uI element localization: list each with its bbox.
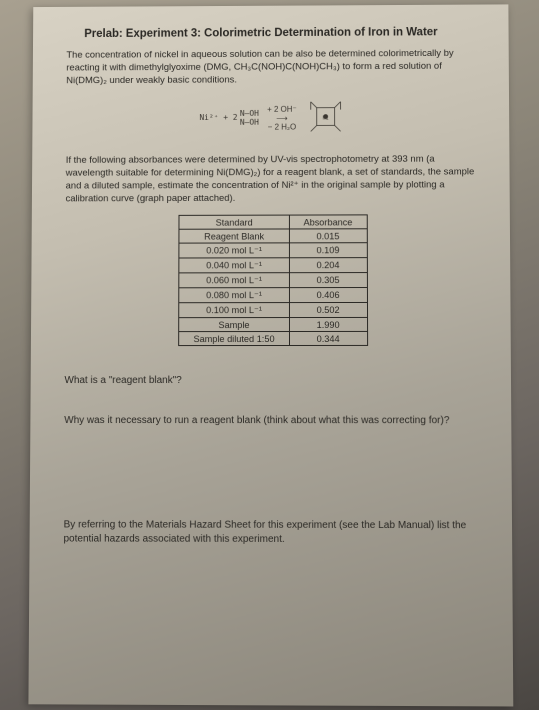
oxime-top: N—OH — [240, 109, 259, 118]
cell: 0.406 — [289, 288, 367, 303]
instructions-paragraph: If the following absorbances were determ… — [66, 154, 482, 206]
table-row: 0.060 mol L⁻¹0.305 — [179, 273, 367, 288]
question-1: What is a "reagent blank"? — [64, 374, 482, 388]
cell: 0.100 mol L⁻¹ — [179, 303, 289, 318]
arrow-bottom-label: − 2 H₂O — [268, 123, 296, 132]
reaction-scheme: Ni²⁺ + 2 N—OH N—OH + 2 OH⁻ ⟶ − 2 H₂O — [66, 98, 481, 140]
cell: 1.990 — [289, 318, 367, 332]
cell: 0.502 — [289, 303, 367, 318]
cell: 0.040 mol L⁻¹ — [179, 258, 289, 273]
arrow-glyph: ⟶ — [276, 114, 287, 123]
table-row: 0.040 mol L⁻¹0.204 — [179, 258, 367, 273]
table-row: 0.080 mol L⁻¹0.406 — [179, 288, 367, 303]
cell: 0.204 — [289, 258, 367, 273]
cell: 0.305 — [289, 273, 367, 288]
cell: Sample — [179, 318, 289, 332]
question-2: Why was it necessary to run a reagent bl… — [64, 414, 483, 428]
intro-paragraph: The concentration of nickel in aqueous s… — [66, 48, 481, 88]
absorbance-table: Standard Absorbance Reagent Blank0.015 0… — [179, 215, 368, 347]
col-standard: Standard — [179, 216, 289, 230]
svg-text:Ni: Ni — [323, 116, 329, 122]
cell: 0.344 — [289, 332, 367, 346]
cell: 0.015 — [289, 229, 367, 243]
cell: 0.080 mol L⁻¹ — [179, 288, 289, 303]
reaction-arrow: + 2 OH⁻ ⟶ − 2 H₂O — [267, 105, 297, 132]
table-row: 0.020 mol L⁻¹0.109 — [179, 243, 367, 258]
table-header-row: Standard Absorbance — [179, 215, 367, 229]
oxime-bot: N—OH — [240, 118, 259, 127]
col-absorbance: Absorbance — [289, 215, 367, 229]
prelab-title: Prelab: Experiment 3: Colorimetric Deter… — [67, 26, 481, 40]
table-row: 0.100 mol L⁻¹0.502 — [179, 303, 367, 318]
question-3: By referring to the Materials Hazard She… — [63, 519, 483, 548]
table-row: Reagent Blank0.015 — [179, 229, 367, 243]
reactant-ni: Ni²⁺ + 2 — [199, 114, 237, 123]
product-complex: Ni — [305, 98, 347, 138]
cell: 0.060 mol L⁻¹ — [179, 273, 289, 288]
reactant-dmg: N—OH N—OH — [240, 110, 259, 127]
cell: 0.020 mol L⁻¹ — [179, 243, 289, 258]
worksheet-page: Prelab: Experiment 3: Colorimetric Deter… — [28, 4, 513, 706]
cell: 0.109 — [289, 243, 367, 258]
table-row: Sample1.990 — [179, 318, 367, 332]
cell: Reagent Blank — [179, 229, 289, 243]
cell: Sample diluted 1:50 — [179, 332, 289, 346]
table-row: Sample diluted 1:500.344 — [179, 332, 367, 346]
arrow-top-label: + 2 OH⁻ — [267, 105, 297, 114]
